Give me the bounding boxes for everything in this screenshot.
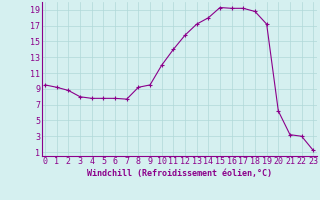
- X-axis label: Windchill (Refroidissement éolien,°C): Windchill (Refroidissement éolien,°C): [87, 169, 272, 178]
